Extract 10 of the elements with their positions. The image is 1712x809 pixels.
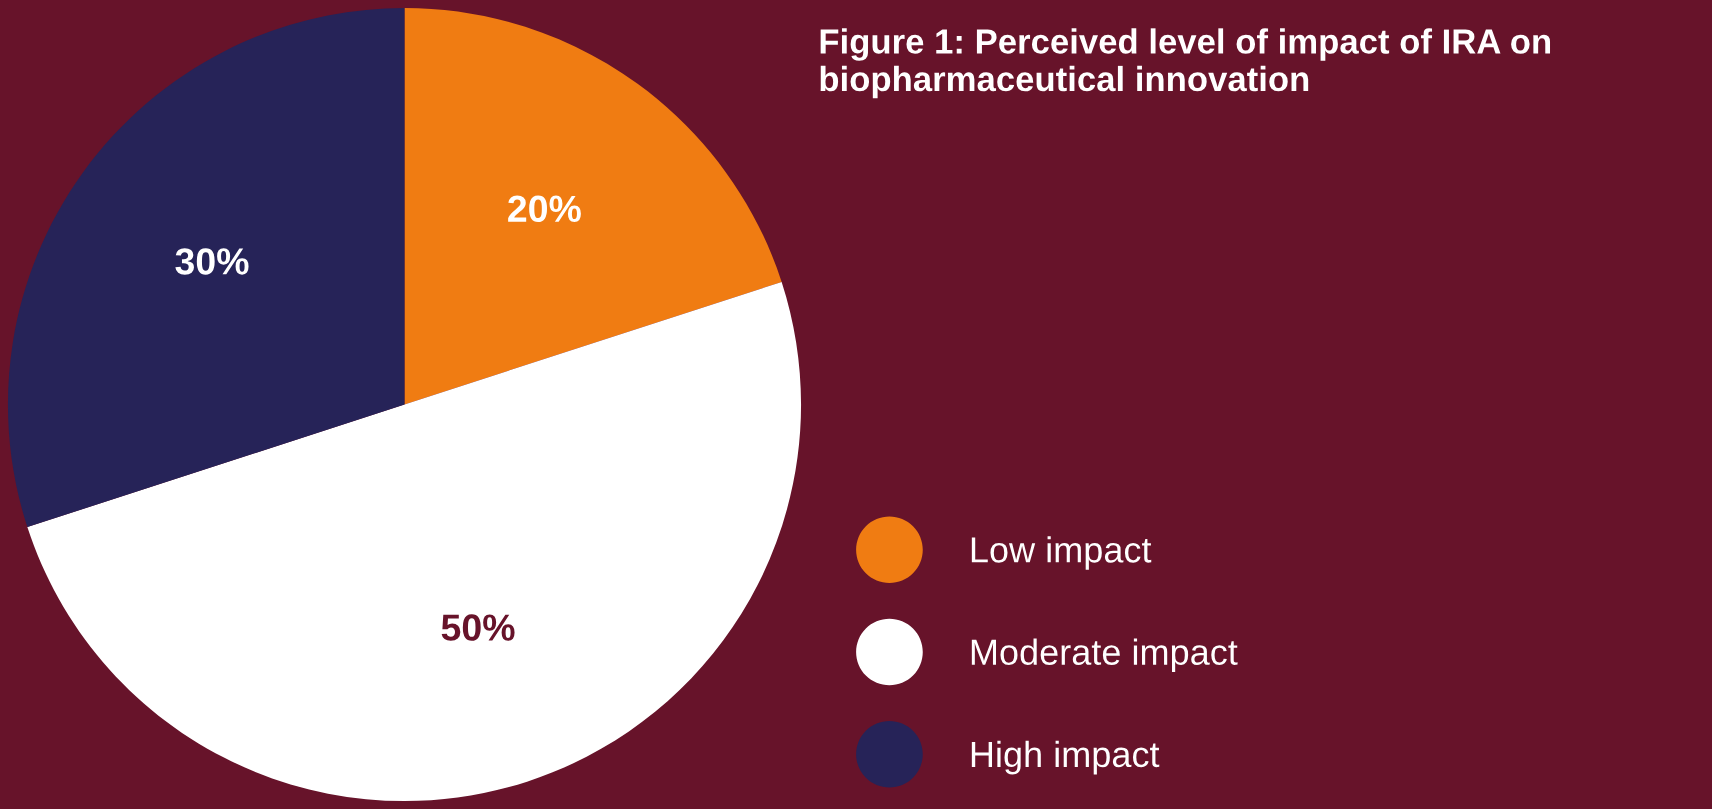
legend-label: High impact	[971, 740, 1160, 775]
legend-label: Low impact	[971, 536, 1152, 570]
data-label: 50%	[441, 614, 515, 641]
text: Figure 1: Perceived level of impact of IRA on biopharmaceutical innovation	[820, 28, 1551, 99]
data-label: 30%	[175, 248, 249, 275]
legend-label: Moderate impact	[971, 638, 1238, 673]
pie-slice	[404, 7, 782, 405]
data-label: 20%	[508, 195, 581, 223]
pie-slice	[27, 281, 802, 802]
pie-slice	[7, 7, 405, 528]
